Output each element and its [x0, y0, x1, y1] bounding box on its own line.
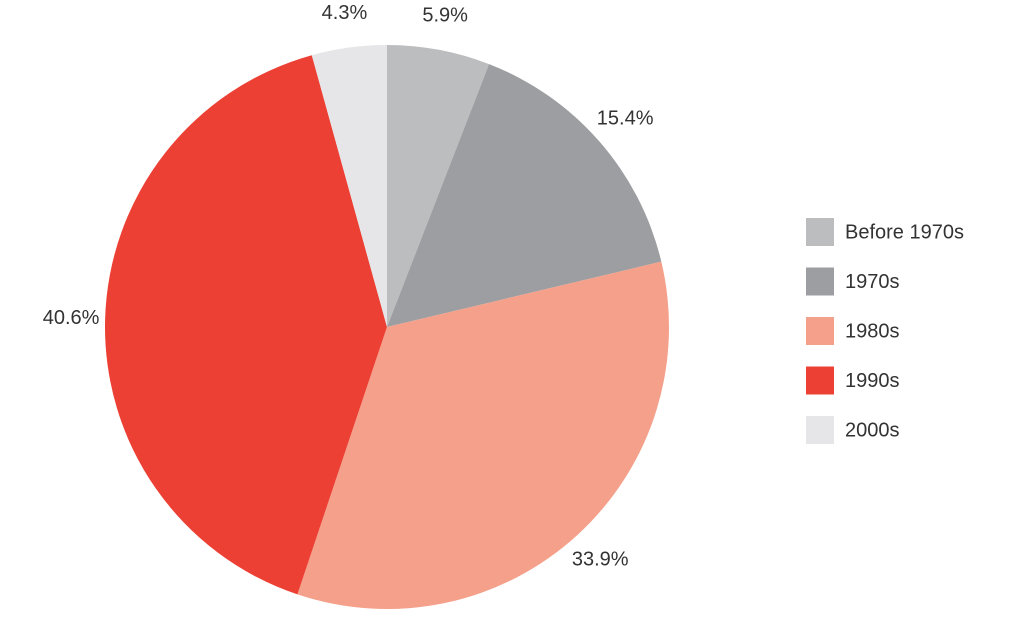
legend-label: Before 1970s: [845, 221, 964, 243]
legend-label: 1990s: [845, 370, 900, 392]
legend-swatch: [806, 366, 834, 395]
data-label: 15.4%: [597, 108, 654, 130]
pie-slice: [297, 261, 670, 609]
data-label: 40.6%: [43, 307, 100, 329]
legend-swatch: [806, 218, 834, 246]
legend-label: 2000s: [845, 419, 900, 441]
legend-swatch: [806, 416, 834, 444]
legend-swatch: [806, 267, 834, 296]
data-label: 4.3%: [322, 2, 368, 24]
pie-slice: [104, 55, 387, 595]
pie-slice: [387, 45, 490, 327]
data-label: 33.9%: [572, 548, 629, 570]
legend-label: 1970s: [845, 271, 900, 293]
pie-slice: [387, 64, 662, 327]
pie-slice: [311, 45, 387, 327]
legend-swatch: [806, 317, 834, 345]
legend-label: 1980s: [845, 320, 900, 342]
data-label: 5.9%: [422, 5, 468, 27]
